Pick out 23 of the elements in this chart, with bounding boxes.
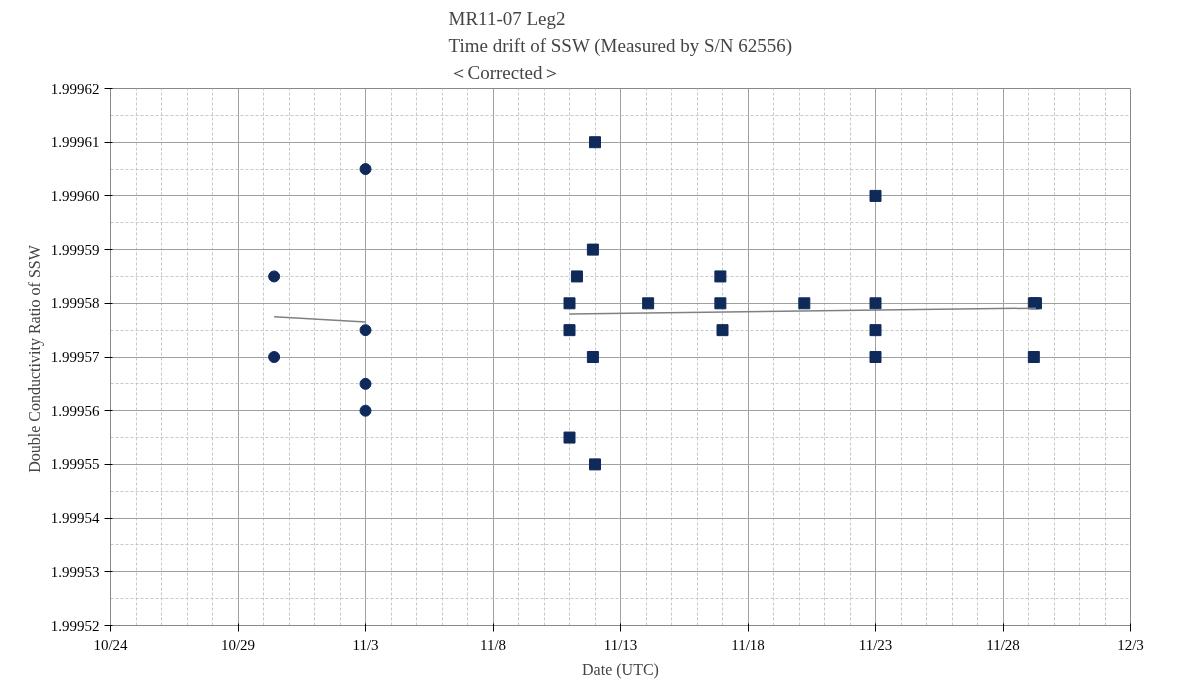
y-tick-label: 1.99962 [50,80,100,97]
x-tick-label: 11/13 [603,636,638,653]
x-tick-label: 10/29 [220,636,256,653]
y-tick-label: 1.99957 [50,349,100,365]
y-tick-label: 1.99955 [50,456,100,473]
x-tick-label: 12/3 [1117,636,1144,653]
x-tick-label: 11/28 [986,636,1020,653]
y-tick-label: 1.99960 [50,187,100,204]
x-tick-label: 10/24 [93,636,129,653]
y-axis-title: Double Conductivity Ratio of SSW [25,244,44,473]
y-tick-label: 1.99961 [50,134,100,151]
y-tick-label: 1.99954 [50,510,100,527]
x-tick-label: 11/3 [352,636,379,653]
y-tick-label: 1.99956 [50,402,100,419]
y-tick-label: 1.99958 [50,295,100,312]
y-tick-label: 1.99953 [50,563,100,580]
chart-title: MR11-07 Leg2 Time drift of SSW (Measured by S/N 62556) ＜Corrected＞ [448,7,793,84]
x-tick-label: 11/18 [731,636,765,653]
y-tick-label: 1.99952 [50,617,100,634]
x-tick-label: 11/8 [479,636,507,653]
x-axis-title: Date (UTC) [582,660,659,679]
x-tick-label: 11/23 [858,636,893,653]
y-tick-label: 1.99959 [50,241,100,258]
